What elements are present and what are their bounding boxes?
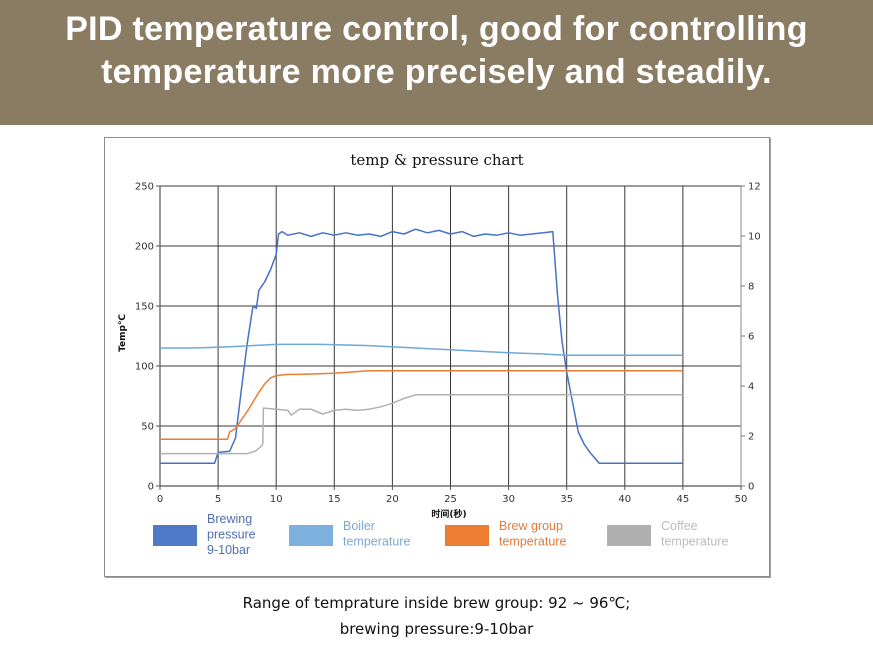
y-axis-label: Temp℃ [118, 314, 128, 352]
banner-headline-line-2: temperature more precisely and steadily. [101, 53, 772, 91]
legend-label: pressure [207, 528, 256, 542]
y2-tick-label: 8 [748, 282, 754, 293]
series-line-2 [160, 370, 683, 440]
legend-swatch [607, 525, 651, 546]
legend-swatch [153, 525, 197, 546]
x-tick-label: 10 [270, 494, 283, 505]
legend-swatch [289, 525, 333, 546]
y2-tick-label: 12 [748, 182, 761, 193]
x-tick-label: 30 [502, 494, 515, 505]
axes: 0 5 10 15 20 25 30 35 40 45 5005010015020025002468… [135, 182, 761, 506]
series-lines [160, 228, 683, 464]
series-line-0 [160, 228, 683, 464]
caption-line-2: brewing pressure:9-10bar [339, 620, 534, 638]
legend-label: temperature [499, 535, 566, 549]
x-tick-label: 5 [215, 494, 221, 505]
x-tick-label: 45 [677, 494, 690, 505]
x-tick-label: 15 [328, 494, 341, 505]
legend: Brewingpressure9-10barBoilertemperatureB… [153, 512, 728, 557]
legend-label: temperature [661, 535, 728, 549]
chart-frame: temp & pressure chart 0 5 10 15 20 25 30 35 40 45… [104, 137, 770, 577]
grid-lines [160, 185, 741, 486]
y-tick-label: 250 [135, 182, 154, 193]
legend-item: Boiler temperature [289, 519, 410, 549]
legend-item: Coffee temperature [607, 519, 728, 549]
x-tick-label: 50 [735, 494, 748, 505]
x-tick-label: 0 [157, 494, 163, 505]
series-line-3 [160, 394, 683, 455]
y2-tick-label: 10 [748, 232, 761, 243]
x-tick-label: 35 [560, 494, 573, 505]
caption-line-1: Range of temprature inside brew group: 9… [242, 594, 631, 612]
legend-label: 9-10bar [207, 543, 250, 557]
y-tick-label: 100 [135, 362, 154, 373]
y2-tick-label: 6 [748, 332, 754, 343]
x-tick-label: 25 [444, 494, 457, 505]
legend-label: Brewing [207, 512, 252, 526]
y-tick-label: 150 [135, 302, 154, 313]
x-axis-label: 时间(秒) [431, 508, 466, 520]
y2-tick-label: 4 [748, 382, 754, 393]
legend-item: Brew group temperature [445, 519, 566, 549]
x-tick-label: 40 [618, 494, 631, 505]
banner: PID temperature control, good for contro… [0, 0, 873, 125]
y-tick-label: 0 [148, 482, 154, 493]
banner-headline-line-1: PID temperature control, good for contro… [65, 10, 808, 48]
legend-label: Coffee [661, 519, 698, 533]
chart-title: temp & pressure chart [350, 151, 523, 169]
x-tick-label: 20 [386, 494, 399, 505]
series-line-1 [160, 343, 683, 356]
legend-label: temperature [343, 535, 410, 549]
temp-pressure-chart: temp & pressure chart 0 5 10 15 20 25 30 35 40 45… [118, 151, 761, 557]
y2-tick-label: 0 [748, 482, 754, 493]
y-tick-label: 50 [141, 422, 154, 433]
legend-label: Brew group [499, 519, 563, 533]
y-tick-label: 200 [135, 242, 154, 253]
y2-tick-label: 2 [748, 432, 754, 443]
legend-swatch [445, 525, 489, 546]
legend-label: Boiler [343, 519, 375, 533]
